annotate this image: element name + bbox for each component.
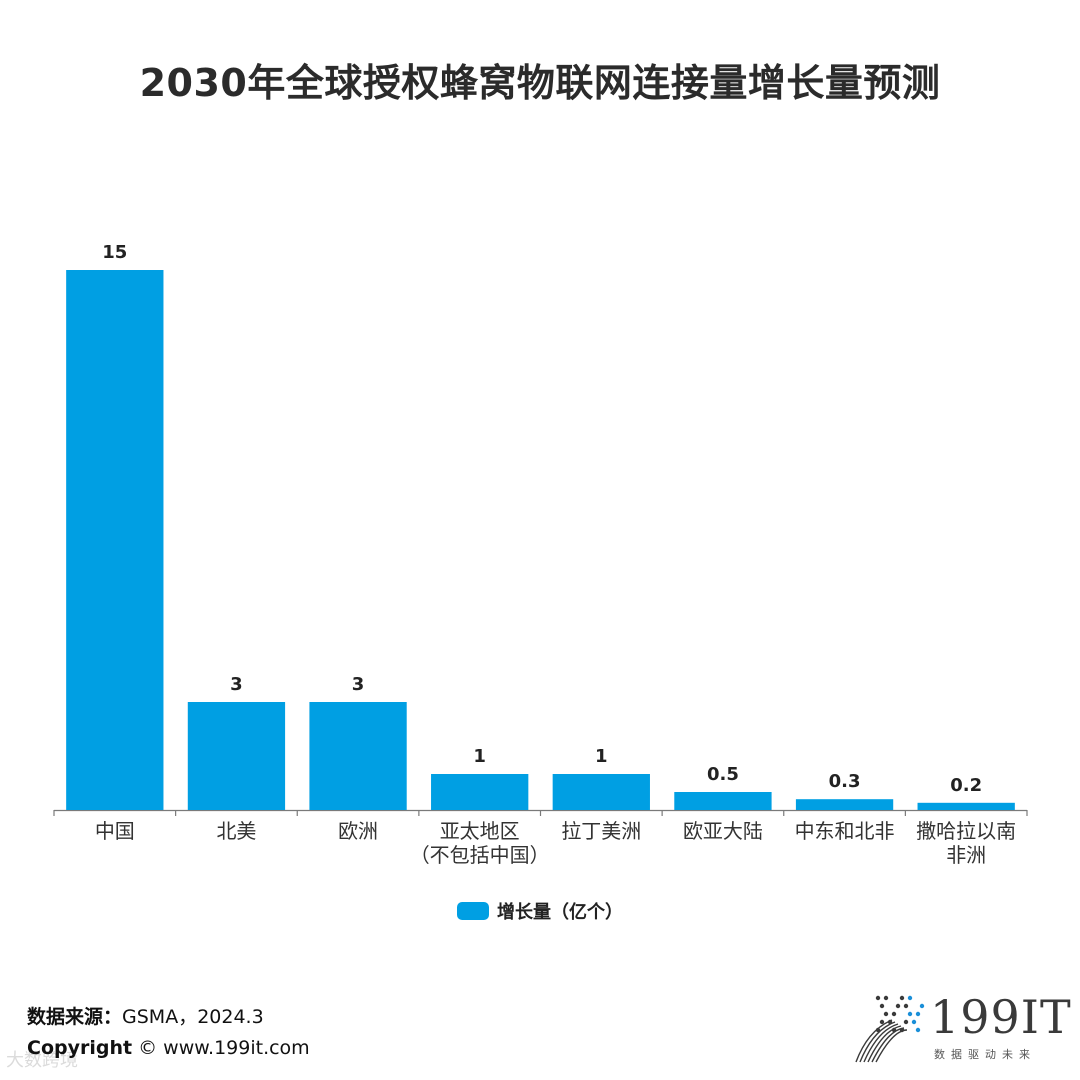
copyright-value: © www.199it.com bbox=[138, 1037, 310, 1059]
logo-tagline: 数据驱动未来 bbox=[934, 1048, 1036, 1061]
x-tick-label: 亚太地区（不包括中国） bbox=[410, 819, 550, 867]
data-source: 数据来源：GSMA，2024.3 bbox=[27, 1002, 264, 1029]
bar[interactable] bbox=[66, 270, 164, 810]
bar[interactable] bbox=[917, 802, 1015, 810]
bar-chart: 15 中国 3 北美 3 欧洲 1 亚太地区（不包括中国） 1 拉丁美洲 0.5 欧亚大陆 0.3 中东和… bbox=[53, 242, 1028, 867]
legend-label: 增长量（亿个） bbox=[497, 902, 623, 923]
copyright-label: Copyright bbox=[27, 1037, 133, 1059]
bar[interactable] bbox=[552, 774, 650, 810]
bar[interactable] bbox=[187, 702, 286, 810]
x-tick-label: 拉丁美洲 bbox=[561, 819, 641, 843]
x-tick-label: 北美 bbox=[216, 819, 256, 843]
x-tick-label: 中国 bbox=[95, 819, 135, 843]
data-label: 1 bbox=[473, 746, 486, 767]
data-source-value: GSMA，2024.3 bbox=[122, 1006, 264, 1028]
logo-text: 199IT bbox=[930, 990, 1072, 1044]
chart-title: 2030年全球授权蜂窝物联网连接量增长量预测 bbox=[139, 61, 941, 105]
bar[interactable] bbox=[674, 792, 772, 810]
data-label: 15 bbox=[102, 242, 127, 263]
brand-logo[interactable]: 199IT 数据驱动未来 bbox=[848, 990, 1071, 1066]
data-label: 3 bbox=[352, 674, 365, 695]
x-tick-label: 中东和北非 bbox=[795, 819, 895, 843]
bar[interactable] bbox=[309, 702, 407, 810]
data-label: 0.5 bbox=[707, 764, 739, 785]
x-tick-label: 撒哈拉以南非洲 bbox=[916, 819, 1016, 867]
data-label: 1 bbox=[595, 746, 608, 767]
watermark: 大数跨境 bbox=[6, 1050, 78, 1071]
bar[interactable] bbox=[795, 799, 894, 810]
x-tick-label: 欧洲 bbox=[338, 819, 378, 843]
x-tick-label: 欧亚大陆 bbox=[683, 819, 763, 843]
data-label: 0.3 bbox=[829, 771, 861, 792]
legend: 增长量（亿个） bbox=[0, 898, 1080, 924]
data-label: 3 bbox=[230, 674, 243, 695]
data-label: 0.2 bbox=[950, 775, 982, 796]
bar[interactable] bbox=[431, 774, 529, 810]
logo-dots-icon bbox=[855, 995, 925, 1063]
legend-swatch bbox=[457, 902, 489, 920]
copyright: Copyright © www.199it.com bbox=[27, 1037, 310, 1059]
data-source-label: 数据来源： bbox=[27, 1006, 123, 1028]
